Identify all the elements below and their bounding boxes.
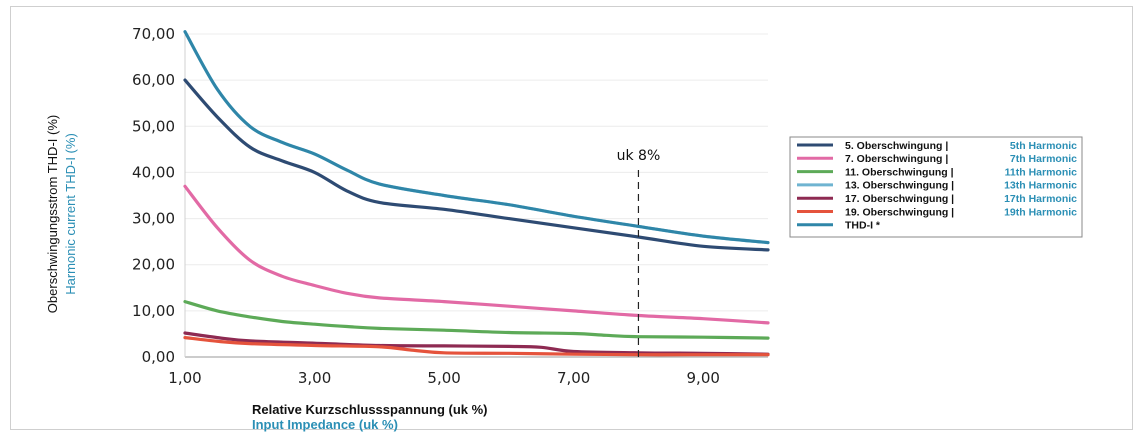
legend-label: 7. Oberschwingung | <box>845 153 948 165</box>
y-axis-label-en: Harmonic current THD-I (%) <box>63 133 78 295</box>
series-line <box>183 184 770 325</box>
legend-label: 13. Oberschwingung | <box>845 180 954 192</box>
y-axis-label: Oberschwingungsstrom THD-I (%) <box>45 115 60 313</box>
x-tick-label: 7,00 <box>557 369 590 387</box>
x-tick-label: 1,00 <box>168 369 201 387</box>
x-axis-label-en: Input Impedance (uk %) <box>252 417 398 432</box>
x-axis-label: Relative Kurzschlussspannung (uk %) <box>252 402 488 417</box>
legend-label-en: 11th Harmonic <box>1005 166 1078 178</box>
uk8-marker-label: uk 8% <box>617 148 661 164</box>
series-line <box>183 78 770 252</box>
annotation: uk 8% <box>617 148 661 357</box>
y-tick-label: 10,00 <box>132 302 175 320</box>
series-lines <box>183 30 770 357</box>
legend-label: 5. Oberschwingung | <box>845 140 948 152</box>
y-tick-label: 40,00 <box>132 163 175 181</box>
x-tick-labels: 1,00 3,00 5,00 7,00 9,00 <box>168 369 720 387</box>
legend-label: 19. Oberschwingung | <box>845 206 954 218</box>
legend-label-en: 13th Harmonic <box>1004 180 1077 192</box>
y-tick-label: 50,00 <box>132 117 175 135</box>
legend-label: 17. Oberschwingung | <box>845 193 954 205</box>
series-line <box>183 331 770 356</box>
x-tick-label: 5,00 <box>427 369 460 387</box>
grid-lines <box>185 33 768 312</box>
legend-label-en: 17th Harmonic <box>1004 193 1077 205</box>
chart-frame <box>10 6 1133 430</box>
y-tick-label: 70,00 <box>132 25 175 43</box>
legend-label-en: 19th Harmonic <box>1004 206 1077 218</box>
series-line <box>183 336 770 357</box>
series-line <box>183 30 770 245</box>
y-tick-label: 0,00 <box>142 348 175 366</box>
y-tick-labels: 0,00 10,00 20,00 30,00 40,00 50,00 60,00 70,00 <box>132 25 175 366</box>
y-tick-label: 60,00 <box>132 71 175 89</box>
legend-label: 11. Oberschwingung | <box>845 166 954 178</box>
legend-box <box>789 136 1083 238</box>
legend-label-en: 7th Harmonic <box>1010 153 1077 165</box>
legend-label-en: 5th Harmonic <box>1010 140 1077 152</box>
legend-label: THD-I * <box>845 220 881 232</box>
y-tick-label: 30,00 <box>132 210 175 228</box>
series-line <box>183 300 770 340</box>
axes <box>184 34 768 358</box>
legend: 5. Oberschwingung | 5th Harmonic 7. Obersc… <box>789 136 1083 238</box>
x-tick-label: 9,00 <box>687 369 720 387</box>
x-tick-label: 3,00 <box>298 369 331 387</box>
y-tick-label: 20,00 <box>132 256 175 274</box>
